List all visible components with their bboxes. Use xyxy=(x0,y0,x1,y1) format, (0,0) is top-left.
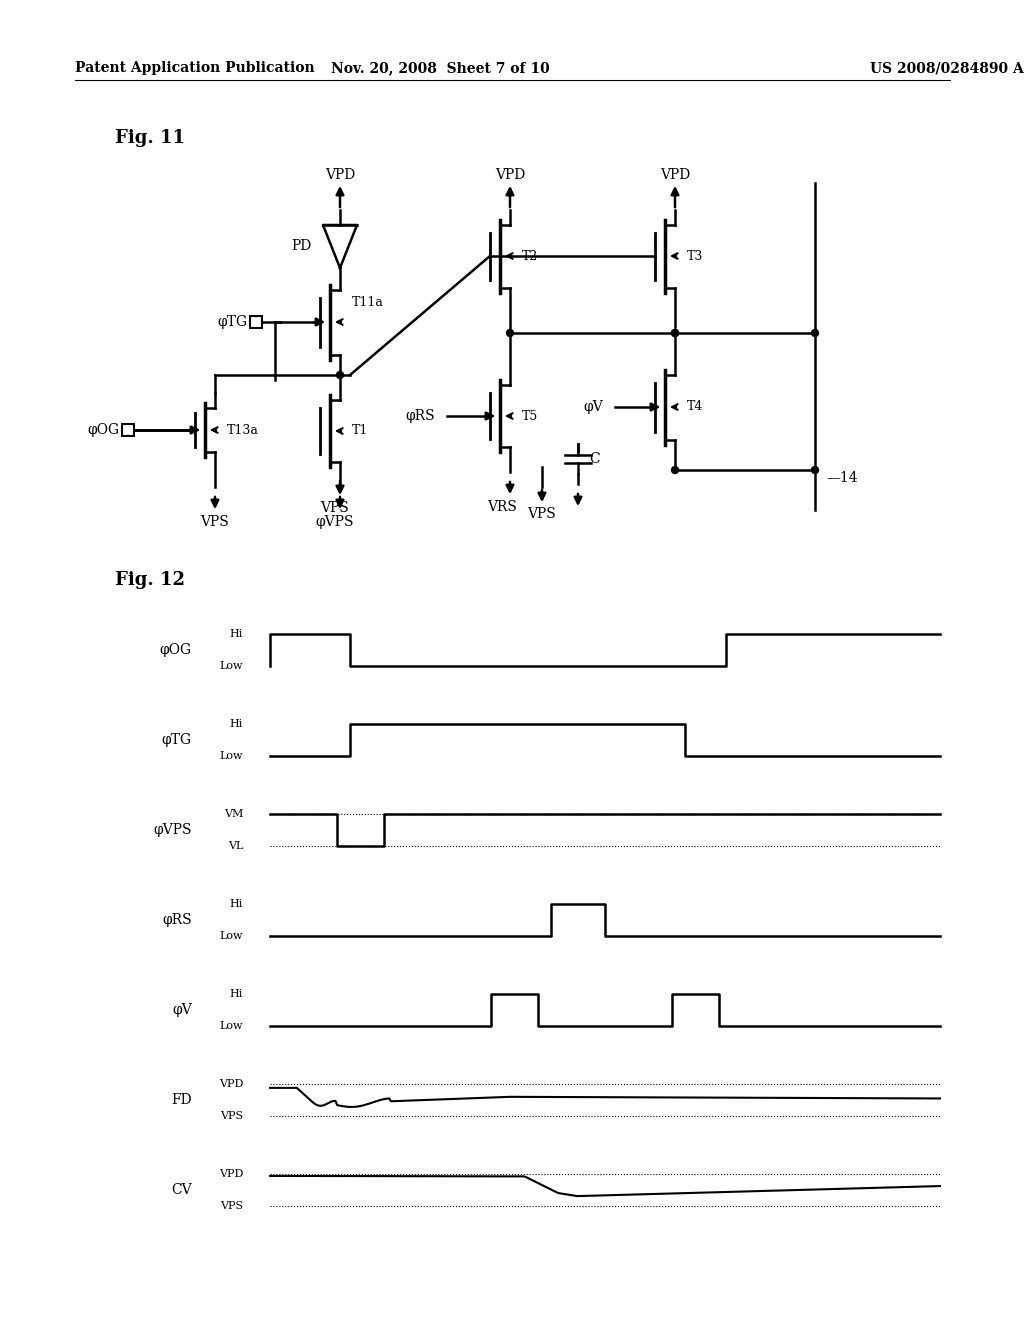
Text: VPS: VPS xyxy=(527,507,556,521)
Text: φTG: φTG xyxy=(218,315,248,329)
Text: US 2008/0284890 A1: US 2008/0284890 A1 xyxy=(870,61,1024,75)
Circle shape xyxy=(507,330,513,337)
Text: Hi: Hi xyxy=(229,719,243,729)
Circle shape xyxy=(672,466,679,474)
Text: C: C xyxy=(590,451,600,466)
Text: Low: Low xyxy=(219,1020,243,1031)
Text: T11a: T11a xyxy=(352,296,384,309)
Circle shape xyxy=(672,330,679,337)
Text: Nov. 20, 2008  Sheet 7 of 10: Nov. 20, 2008 Sheet 7 of 10 xyxy=(331,61,549,75)
Text: CV: CV xyxy=(171,1183,193,1197)
Text: VPS: VPS xyxy=(220,1111,243,1121)
Bar xyxy=(122,424,134,436)
Text: VPD: VPD xyxy=(325,168,355,182)
Text: FD: FD xyxy=(171,1093,193,1107)
Text: Fig. 12: Fig. 12 xyxy=(115,572,185,589)
Text: VPD: VPD xyxy=(219,1170,243,1179)
Text: φVPS: φVPS xyxy=(154,822,193,837)
Text: VPD: VPD xyxy=(659,168,690,182)
Text: Low: Low xyxy=(219,661,243,671)
Text: φOG: φOG xyxy=(88,422,120,437)
Text: T5: T5 xyxy=(522,409,539,422)
Circle shape xyxy=(811,466,818,474)
Text: PD: PD xyxy=(292,239,312,253)
Text: φOG: φOG xyxy=(160,643,193,657)
Text: VPS: VPS xyxy=(321,502,349,515)
Text: φV: φV xyxy=(584,400,603,414)
Text: VPD: VPD xyxy=(219,1078,243,1089)
Text: φVPS: φVPS xyxy=(315,515,354,529)
Bar xyxy=(250,315,262,327)
Text: φRS: φRS xyxy=(163,913,193,927)
Text: VM: VM xyxy=(223,809,243,818)
Text: Hi: Hi xyxy=(229,630,243,639)
Text: Patent Application Publication: Patent Application Publication xyxy=(75,61,314,75)
Text: T4: T4 xyxy=(687,400,703,413)
Circle shape xyxy=(672,330,679,337)
Circle shape xyxy=(811,330,818,337)
Text: —14: —14 xyxy=(826,471,858,484)
Text: T2: T2 xyxy=(522,249,539,263)
Text: Fig. 11: Fig. 11 xyxy=(115,129,185,147)
Text: VPS: VPS xyxy=(201,515,229,529)
Text: φV: φV xyxy=(172,1003,193,1016)
Text: T13a: T13a xyxy=(227,424,259,437)
Text: Low: Low xyxy=(219,931,243,941)
Text: T1: T1 xyxy=(352,425,369,437)
Text: VPD: VPD xyxy=(495,168,525,182)
Text: Low: Low xyxy=(219,751,243,762)
Text: T3: T3 xyxy=(687,249,703,263)
Circle shape xyxy=(337,371,343,379)
Text: Hi: Hi xyxy=(229,899,243,909)
Text: VL: VL xyxy=(227,841,243,851)
Text: φTG: φTG xyxy=(162,733,193,747)
Text: VPS: VPS xyxy=(220,1201,243,1210)
Text: VRS: VRS xyxy=(487,500,517,513)
Text: Hi: Hi xyxy=(229,989,243,999)
Text: φRS: φRS xyxy=(406,409,435,422)
